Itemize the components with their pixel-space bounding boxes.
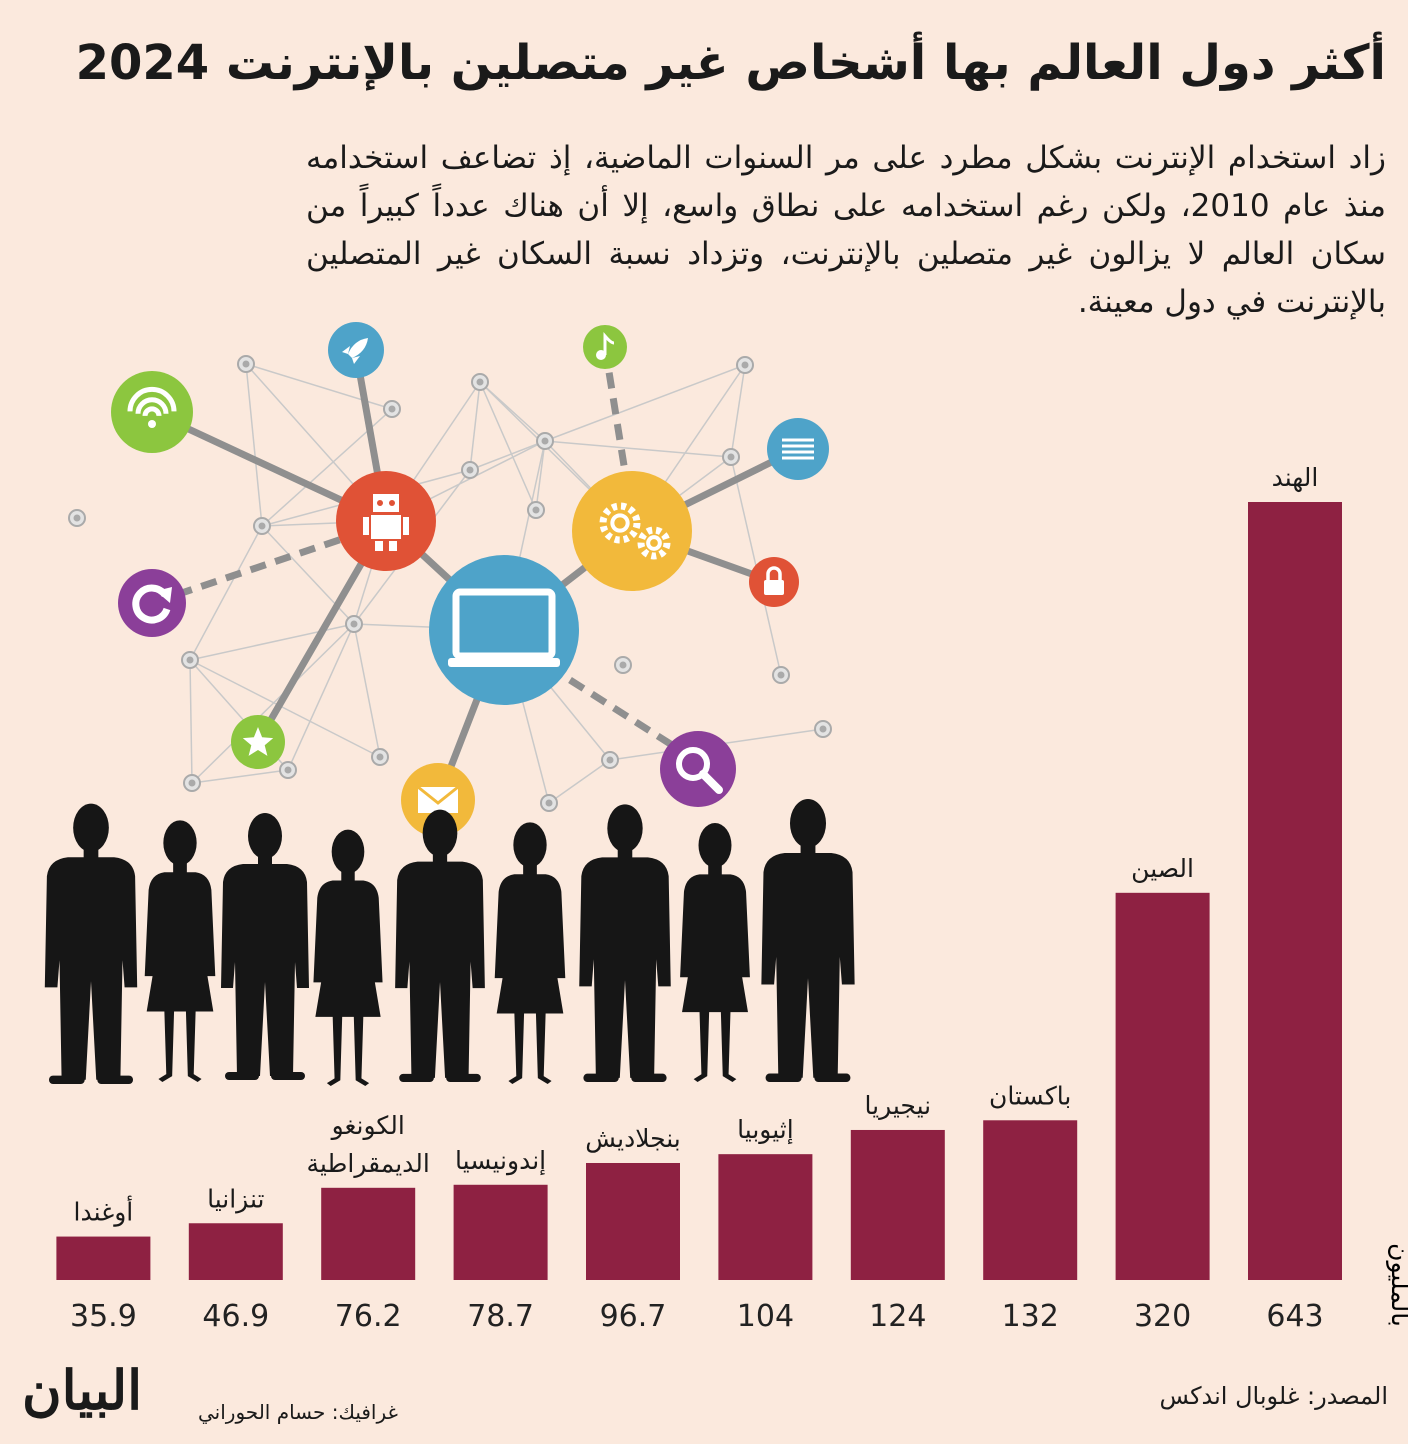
value-label: 46.9	[202, 1299, 269, 1334]
bar	[983, 1120, 1078, 1280]
bar	[56, 1236, 151, 1280]
category-label: باكستان	[989, 1081, 1071, 1110]
search-icon	[660, 731, 736, 807]
person-silhouette	[313, 829, 383, 1086]
person-silhouette	[494, 822, 566, 1084]
rocket-icon	[328, 322, 384, 378]
value-label: 96.7	[600, 1299, 667, 1334]
bar	[850, 1129, 945, 1280]
category-label: الكونغو	[330, 1111, 405, 1140]
value-label: 104	[737, 1299, 794, 1334]
bar	[1115, 892, 1210, 1280]
value-label: 124	[869, 1299, 926, 1334]
person-silhouette	[44, 803, 138, 1084]
bar	[586, 1162, 680, 1280]
gears-icon	[572, 471, 692, 591]
value-label: 320	[1134, 1299, 1191, 1334]
person-silhouette	[395, 809, 485, 1082]
category-label: إندونيسيا	[455, 1146, 546, 1176]
music-note-icon	[583, 325, 627, 369]
category-label: الهند	[1272, 463, 1319, 493]
envelope-icon	[401, 763, 475, 837]
category-label: الصين	[1131, 854, 1194, 883]
wifi-icon	[111, 371, 193, 453]
person-silhouette	[579, 804, 671, 1082]
bar	[188, 1223, 283, 1280]
robot-icon	[336, 471, 436, 571]
bar	[1248, 502, 1342, 1280]
value-label: 132	[1002, 1299, 1059, 1334]
bar	[718, 1154, 813, 1280]
lock-icon	[749, 557, 799, 607]
value-label: 78.7	[467, 1299, 534, 1334]
category-label: نيجيريا	[865, 1091, 932, 1120]
category-label: إثيوبيا	[737, 1115, 793, 1145]
category-label: بنجلاديش	[585, 1124, 681, 1153]
unit-label: بالمليون	[1386, 1243, 1408, 1327]
value-label: 35.9	[70, 1299, 137, 1334]
source-note: المصدر: غلوبال اندكس	[1159, 1382, 1389, 1410]
person-silhouette	[761, 798, 855, 1082]
page-title: أكثر دول العالم بها أشخاص غير متصلين بال…	[75, 35, 1386, 91]
graphic-credit: غرافيك: حسام الحوراني	[198, 1400, 398, 1424]
category-label: تنزانيا	[207, 1184, 264, 1213]
refresh-icon	[118, 569, 186, 637]
publisher-logo: البيان	[22, 1358, 143, 1422]
person-silhouette	[144, 820, 216, 1082]
document-icon	[767, 418, 829, 480]
bar	[453, 1184, 548, 1280]
star-icon	[231, 715, 285, 769]
value-label: 643	[1266, 1299, 1323, 1334]
bar	[321, 1187, 416, 1280]
category-label: الديمقراطية	[307, 1149, 430, 1178]
laptop-icon	[429, 555, 579, 705]
person-silhouette	[680, 823, 750, 1082]
category-label: أوغندا	[74, 1195, 134, 1228]
intro-paragraph: زاد استخدام الإنترنت بشكل مطرد على مر ال…	[306, 140, 1387, 320]
person-silhouette	[221, 813, 309, 1080]
value-label: 76.2	[335, 1299, 402, 1334]
